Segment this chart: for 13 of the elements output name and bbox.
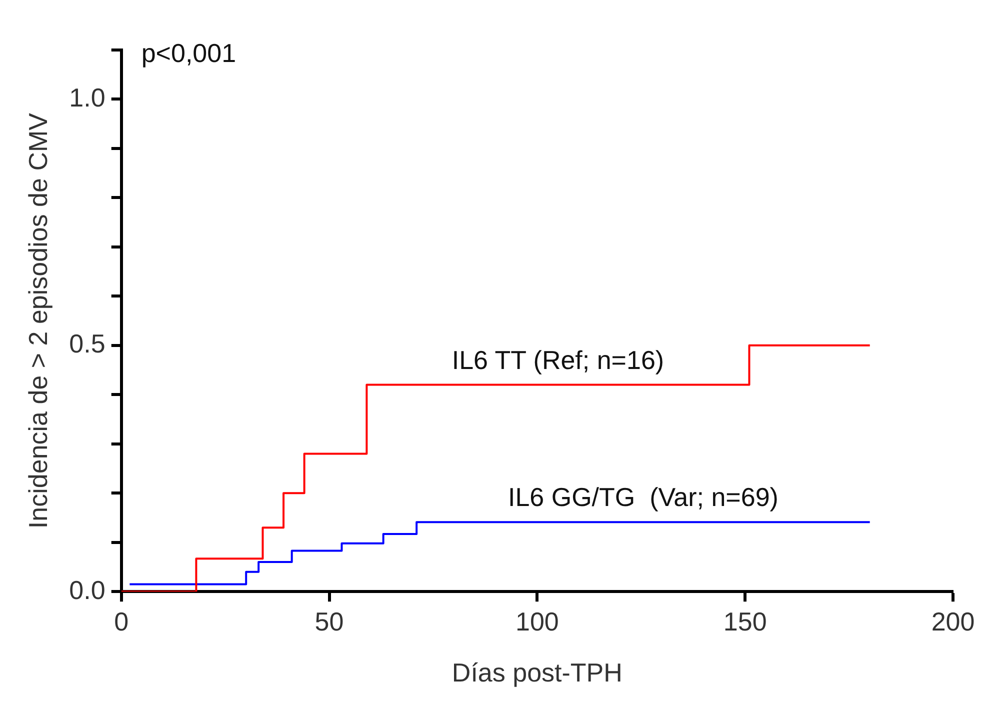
y-tick-label: 1.0 — [69, 82, 106, 112]
x-tick-label: 100 — [515, 606, 559, 636]
x-tick-label: 50 — [314, 606, 344, 636]
annotation: p<0,001 — [141, 38, 236, 68]
x-tick-label: 0 — [114, 606, 129, 636]
x-tick-label: 200 — [931, 606, 975, 636]
y-axis-title: Incidencia de > 2 episodios de CMV — [22, 112, 53, 529]
y-tick-label: 0.5 — [69, 328, 106, 359]
y-tick-label: 0.0 — [69, 574, 106, 605]
series-label: IL6 GG/TG (Var; n=69) — [508, 482, 778, 512]
series-label: IL6 TT (Ref; n=16) — [452, 344, 664, 375]
x-tick-label: 150 — [723, 606, 767, 636]
x-axis-title: Días post-TPH — [452, 658, 622, 688]
